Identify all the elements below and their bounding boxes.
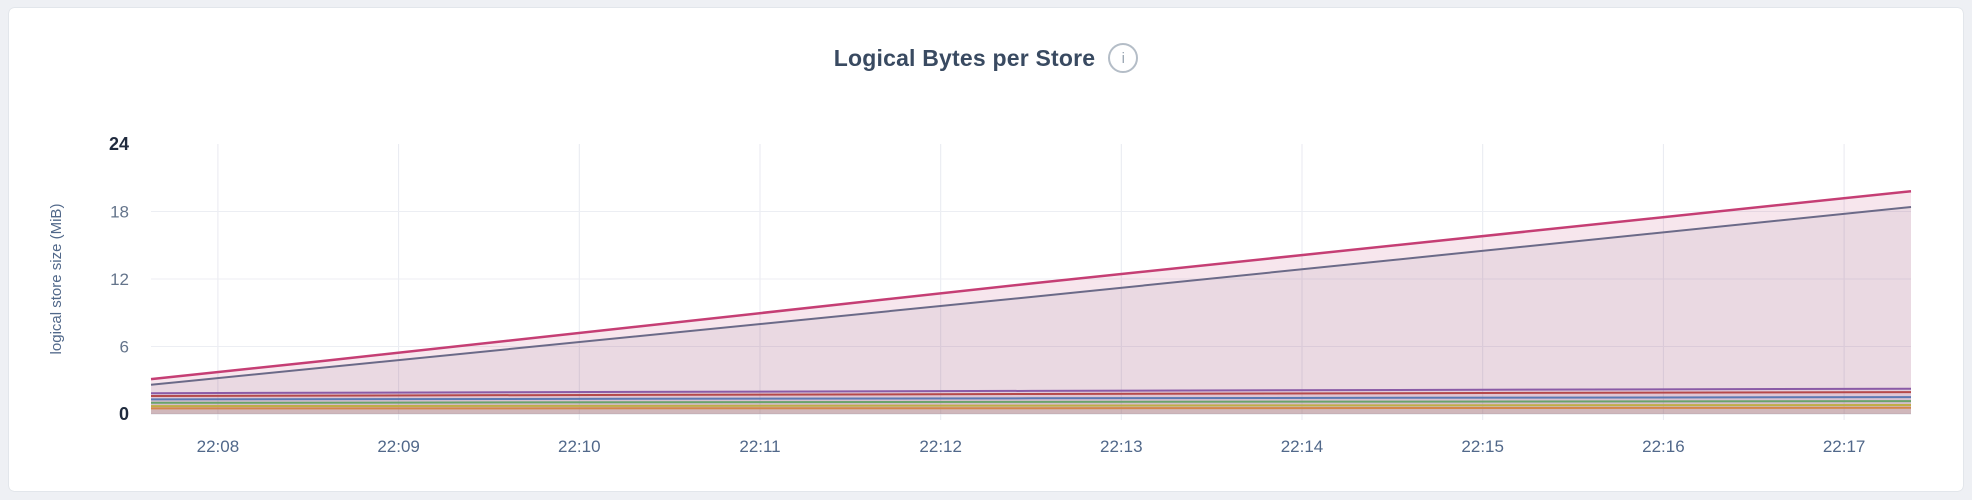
- y-axis-title: logical store size (MiB): [48, 204, 65, 355]
- y-tick-label: 24: [109, 134, 129, 154]
- store-orange-line: [150, 406, 1912, 410]
- store-pink-area: [151, 191, 1911, 414]
- store-pink-line: [150, 189, 1912, 381]
- store-red-line: [150, 391, 1912, 397]
- store-blue-line: [150, 396, 1912, 401]
- x-tick-label: 22:13: [1100, 437, 1143, 456]
- x-tick-label: 22:16: [1642, 437, 1685, 456]
- y-tick-label: 0: [119, 404, 129, 424]
- series-fills: [151, 191, 1911, 414]
- x-tick-label: 22:17: [1823, 437, 1866, 456]
- chart-header: Logical Bytes per Store i: [9, 8, 1963, 74]
- x-tick-label: 22:12: [919, 437, 962, 456]
- y-tick-label: 12: [110, 270, 129, 289]
- store-yellow-line: [150, 404, 1912, 408]
- store-purple-line: [150, 387, 1912, 395]
- y-axis-labels: 0 6 12 18 24: [109, 134, 129, 424]
- x-tick-label: 22:10: [558, 437, 601, 456]
- chart-title: Logical Bytes per Store: [833, 44, 1096, 71]
- x-tick-label: 22:15: [1461, 437, 1504, 456]
- info-icon[interactable]: i: [1108, 43, 1139, 73]
- store-gray-line: [150, 206, 1912, 386]
- store-gray-area: [151, 207, 1911, 414]
- store-orange-area: [151, 407, 1911, 414]
- x-axis-labels: 22:08 22:09 22:10 22:11 22:12 22:13 22:14 22:15…: [197, 437, 1866, 456]
- chart-area: 0 6 12 18 24 22:08 22:09 22:10 22:11 22:12 22:13 22…: [11, 94, 1963, 474]
- chart-card: Logical Bytes per Store i 0 6 12 18 24 22:08 2…: [9, 8, 1963, 491]
- x-tick-label: 22:08: [197, 437, 240, 456]
- store-green-line: [150, 400, 1912, 404]
- x-tick-label: 22:09: [377, 437, 420, 456]
- y-tick-label: 18: [110, 203, 129, 222]
- y-tick-label: 6: [120, 338, 129, 357]
- x-tick-label: 22:11: [739, 437, 780, 456]
- series-lines: [150, 189, 1912, 410]
- x-tick-label: 22:14: [1281, 437, 1324, 456]
